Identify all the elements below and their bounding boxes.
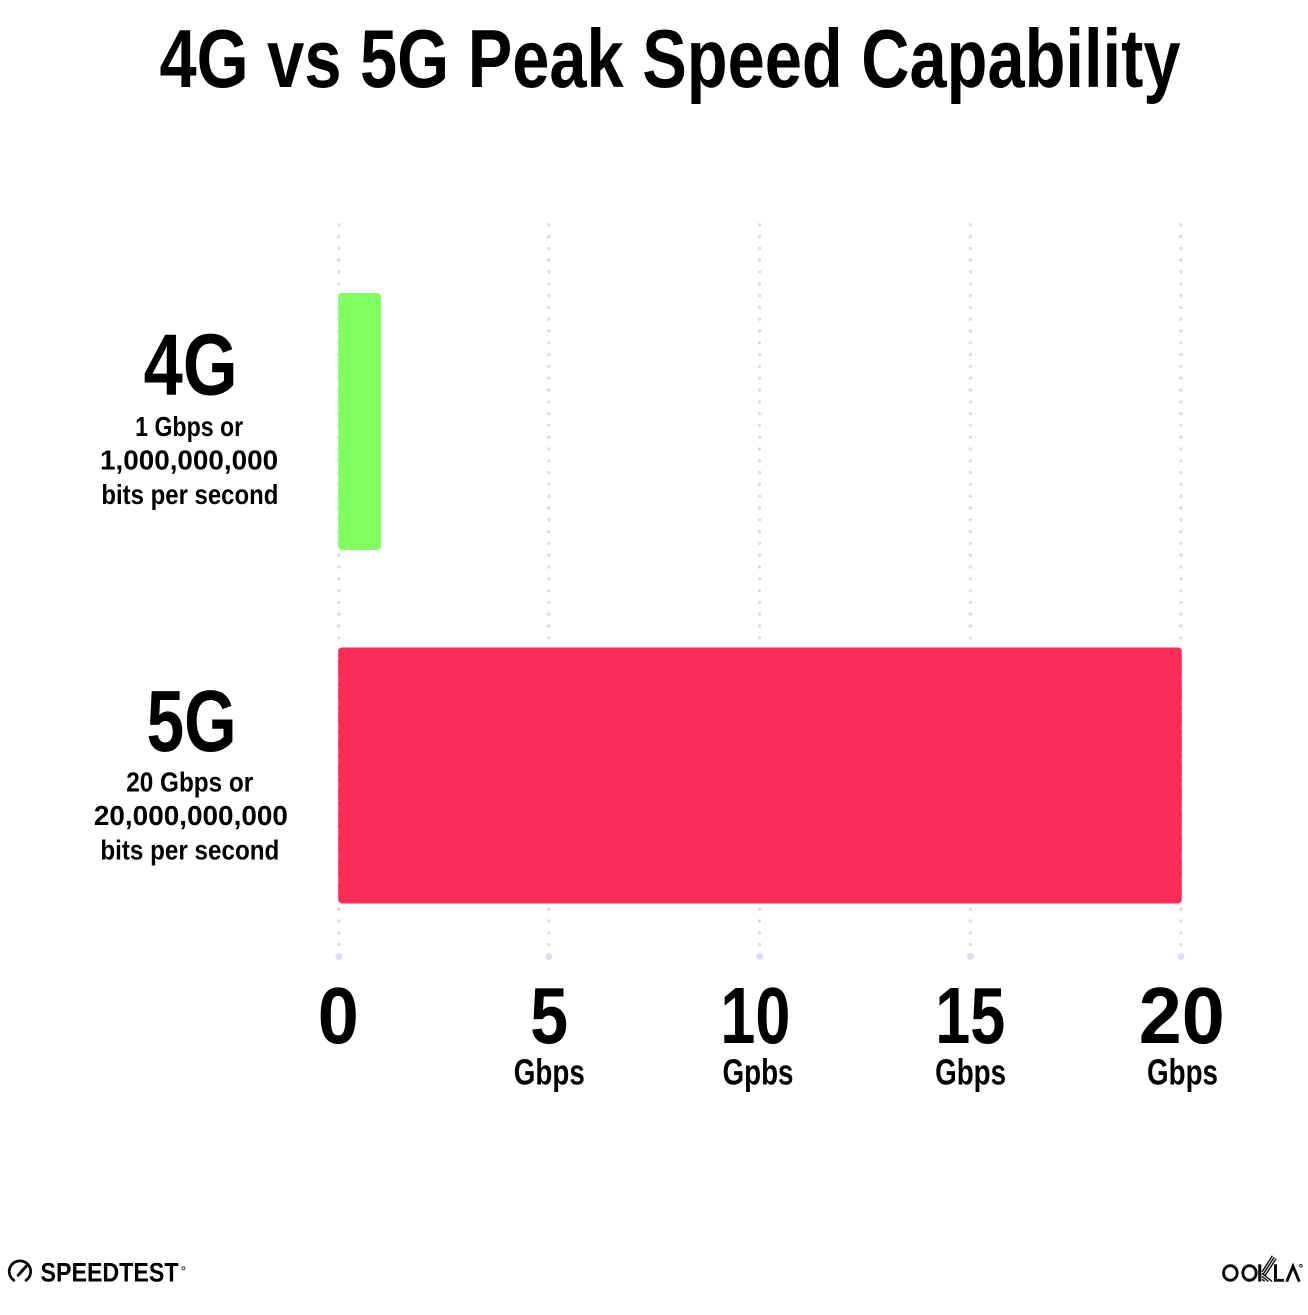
svg-text:bits per second: bits per second	[100, 834, 279, 865]
svg-text:Gbps: Gbps	[514, 1052, 585, 1093]
svg-text:1 Gbps or: 1 Gbps or	[135, 411, 243, 442]
svg-text:5: 5	[530, 971, 568, 1060]
svg-text:Gpbs: Gpbs	[723, 1052, 794, 1093]
svg-text:10: 10	[720, 971, 790, 1060]
svg-text:15: 15	[935, 971, 1005, 1060]
svg-text:20 Gbps or: 20 Gbps or	[126, 767, 253, 798]
svg-text:0: 0	[318, 971, 359, 1060]
svg-text:bits per second: bits per second	[101, 479, 278, 510]
svg-text:SPEEDTEST: SPEEDTEST	[41, 1258, 179, 1288]
svg-text:20: 20	[1139, 971, 1225, 1060]
svg-text:5G: 5G	[147, 673, 237, 770]
svg-text:1,000,000,000: 1,000,000,000	[100, 445, 278, 476]
svg-text:4G: 4G	[144, 316, 238, 413]
svg-text:20,000,000,000: 20,000,000,000	[94, 800, 288, 831]
svg-text:Gbps: Gbps	[1147, 1052, 1218, 1093]
svg-text:Gbps: Gbps	[935, 1052, 1006, 1093]
svg-text:4G vs 5G Peak Speed Capability: 4G vs 5G Peak Speed Capability	[160, 12, 1181, 105]
